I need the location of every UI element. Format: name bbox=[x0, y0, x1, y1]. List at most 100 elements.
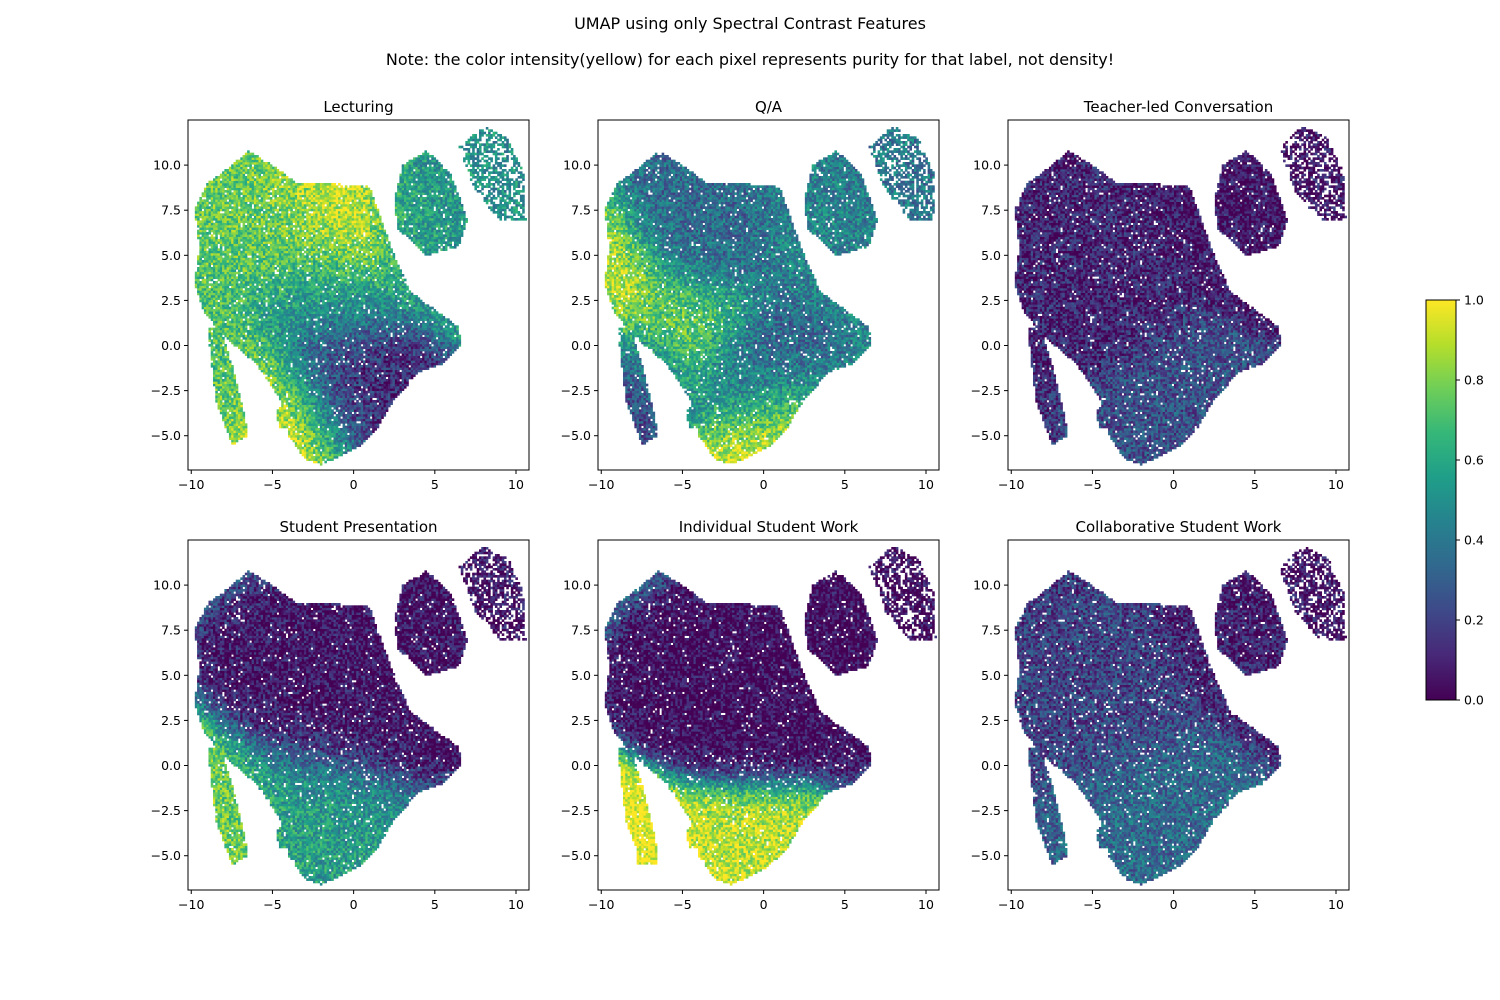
heatmap-cell bbox=[224, 363, 227, 366]
heatmap-cell bbox=[211, 204, 214, 207]
heatmap-cell bbox=[270, 358, 273, 361]
heatmap-cell bbox=[233, 232, 236, 235]
heatmap-cell bbox=[202, 246, 205, 249]
heatmap-cell bbox=[204, 290, 207, 293]
heatmap-cell bbox=[258, 358, 261, 361]
heatmap-cell bbox=[268, 167, 271, 170]
heatmap-cell bbox=[215, 391, 218, 394]
heatmap-cell bbox=[206, 197, 209, 200]
heatmap-cell bbox=[233, 286, 236, 289]
heatmap-cell bbox=[215, 206, 218, 209]
heatmap-cell bbox=[252, 220, 255, 223]
heatmap-cell bbox=[261, 262, 264, 265]
heatmap-cell bbox=[263, 234, 266, 237]
heatmap-cell bbox=[249, 269, 252, 272]
heatmap-cell bbox=[224, 426, 227, 429]
heatmap-cell bbox=[238, 293, 241, 296]
heatmap-cell bbox=[249, 265, 252, 268]
heatmap-cell bbox=[240, 267, 243, 270]
heatmap-cell bbox=[220, 314, 223, 317]
heatmap-cell bbox=[227, 290, 230, 293]
heatmap-cell bbox=[240, 309, 243, 312]
heatmap-cell bbox=[249, 211, 252, 214]
heatmap-cell bbox=[229, 388, 232, 391]
heatmap-cell bbox=[240, 274, 243, 277]
heatmap-cell bbox=[236, 395, 239, 398]
heatmap-cell bbox=[213, 244, 216, 247]
heatmap-cell bbox=[245, 153, 248, 156]
heatmap-cell bbox=[261, 344, 264, 347]
heatmap-cell bbox=[252, 279, 255, 282]
heatmap-cell bbox=[213, 300, 216, 303]
heatmap-cell bbox=[199, 288, 202, 291]
heatmap-cell bbox=[243, 419, 246, 422]
heatmap-cell bbox=[231, 244, 234, 247]
heatmap-cell bbox=[220, 346, 223, 349]
heatmap-cell bbox=[220, 209, 223, 212]
heatmap-cell bbox=[258, 290, 261, 293]
heatmap-cell bbox=[215, 381, 218, 384]
heatmap-cell bbox=[240, 419, 243, 422]
heatmap-cell bbox=[247, 213, 250, 216]
heatmap-cell bbox=[263, 185, 266, 188]
heatmap-cell bbox=[218, 225, 221, 228]
heatmap-cell bbox=[270, 211, 273, 214]
heatmap-cell bbox=[245, 330, 248, 333]
heatmap-cell bbox=[270, 262, 273, 265]
heatmap-cell bbox=[199, 276, 202, 279]
heatmap-cell bbox=[229, 363, 232, 366]
heatmap-cell bbox=[263, 176, 266, 179]
heatmap-cell bbox=[274, 381, 277, 384]
heatmap-cell bbox=[274, 337, 277, 340]
heatmap-cell bbox=[213, 295, 216, 298]
heatmap-cell bbox=[263, 213, 266, 216]
heatmap-cell bbox=[243, 426, 246, 429]
heatmap-cell bbox=[247, 195, 250, 198]
heatmap-cell bbox=[227, 279, 230, 282]
heatmap-cell bbox=[227, 316, 230, 319]
heatmap-cell bbox=[263, 204, 266, 207]
heatmap-cell bbox=[227, 202, 230, 205]
heatmap-cell bbox=[240, 157, 243, 160]
heatmap-cell bbox=[252, 281, 255, 284]
heatmap-cell bbox=[218, 314, 221, 317]
heatmap-cell bbox=[272, 253, 275, 256]
heatmap-cell bbox=[231, 388, 234, 391]
heatmap-cell bbox=[231, 248, 234, 251]
heatmap-cell bbox=[224, 216, 227, 219]
heatmap-cell bbox=[252, 297, 255, 300]
heatmap-cell bbox=[261, 314, 264, 317]
heatmap-cell bbox=[261, 188, 264, 191]
heatmap-cell bbox=[231, 414, 234, 417]
heatmap-cell bbox=[272, 223, 275, 226]
heatmap-cell bbox=[231, 316, 234, 319]
heatmap-cell bbox=[274, 202, 277, 205]
heatmap-cell bbox=[258, 283, 261, 286]
heatmap-cell bbox=[211, 234, 214, 237]
heatmap-cell bbox=[224, 176, 227, 179]
heatmap-cell bbox=[243, 239, 246, 242]
heatmap-cell bbox=[265, 211, 268, 214]
heatmap-cell bbox=[252, 227, 255, 230]
heatmap-cell bbox=[215, 316, 218, 319]
heatmap-cell bbox=[227, 286, 230, 289]
heatmap-cell bbox=[270, 288, 273, 291]
heatmap-cell bbox=[231, 286, 234, 289]
heatmap-cell bbox=[222, 269, 225, 272]
heatmap-cell bbox=[265, 274, 268, 277]
heatmap-cell bbox=[229, 206, 232, 209]
heatmap-cell bbox=[272, 251, 275, 254]
heatmap-cell bbox=[247, 209, 250, 212]
heatmap-cell bbox=[224, 325, 227, 328]
heatmap-cell bbox=[265, 363, 268, 366]
heatmap-cell bbox=[215, 216, 218, 219]
heatmap-cell bbox=[213, 199, 216, 202]
heatmap-cell bbox=[258, 339, 261, 342]
heatmap-cell bbox=[236, 386, 239, 389]
heatmap-cell bbox=[268, 230, 271, 233]
heatmap-cell bbox=[274, 302, 277, 305]
heatmap-cell bbox=[274, 227, 277, 230]
heatmap-cell bbox=[247, 309, 250, 312]
heatmap-cell bbox=[240, 412, 243, 415]
heatmap-cell bbox=[215, 309, 218, 312]
